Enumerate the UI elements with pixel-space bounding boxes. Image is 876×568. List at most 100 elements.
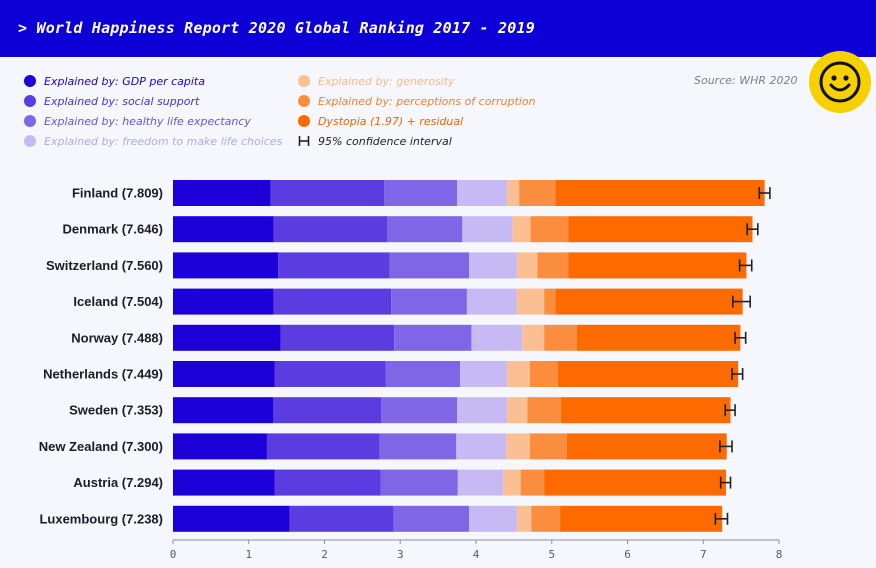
confidence-interval-icon — [298, 135, 310, 147]
bar-segment — [530, 216, 569, 243]
x-tick-label: 3 — [397, 548, 404, 561]
legend-label: Explained by: perceptions of corruption — [318, 94, 536, 108]
bar-segment — [270, 180, 385, 206]
bar-segment — [274, 361, 386, 387]
page-title: > World Happiness Report 2020 Global Ran… — [18, 19, 535, 37]
bar-segment — [506, 433, 530, 460]
bar-segment — [385, 361, 461, 387]
legend-item: Explained by: GDP per capita — [24, 73, 205, 89]
bar-segment — [380, 469, 458, 496]
bar-segment — [507, 361, 530, 387]
country-label: Luxembourg (7.238) — [39, 511, 163, 526]
bar-segment — [568, 216, 753, 243]
bar-segment — [522, 324, 545, 351]
bar-segment — [537, 252, 569, 279]
bar-segment — [516, 252, 538, 279]
bar-segment — [519, 180, 556, 206]
country-label: Iceland (7.504) — [73, 294, 163, 309]
bar-segment — [460, 361, 508, 387]
country-label: Austria (7.294) — [73, 475, 163, 490]
bar-segment — [471, 324, 523, 351]
bar-segment — [555, 288, 743, 315]
legend-label: Dystopia (1.97) + residual — [318, 114, 464, 128]
bar-segment — [173, 505, 290, 532]
bar-segment — [544, 288, 556, 315]
smiley-mouth — [829, 83, 851, 92]
legend-label: Explained by: generosity — [318, 74, 455, 88]
bar-segment — [173, 397, 273, 424]
bar-segment — [557, 361, 739, 387]
chart-legend: Explained by: GDP per capita Explained by… — [0, 0, 876, 160]
legend-label: 95% confidence interval — [318, 134, 452, 148]
legend-item: Explained by: healthy life expectancy — [24, 113, 251, 129]
bar-segment — [462, 216, 513, 243]
legend-swatch — [24, 95, 36, 107]
bar-segment — [466, 288, 517, 315]
bar-segment — [456, 433, 507, 460]
bar-segment — [560, 397, 731, 424]
bar-segment — [531, 505, 561, 532]
bar-segment — [278, 252, 390, 279]
source-note: Source: WHR 2020 — [694, 74, 798, 87]
bar-segment — [173, 469, 275, 496]
bar-segment — [173, 433, 267, 460]
bar-segment — [266, 433, 380, 460]
x-tick-label: 2 — [321, 548, 328, 561]
bar-segment — [576, 324, 741, 351]
legend-item: 95% confidence interval — [298, 133, 452, 149]
bar-segment — [560, 505, 723, 532]
x-tick-label: 5 — [548, 548, 555, 561]
bar-segment — [566, 433, 727, 460]
legend-swatch — [298, 95, 310, 107]
legend-label: Explained by: healthy life expectancy — [44, 114, 251, 128]
legend-swatch — [24, 75, 36, 87]
bar-segment — [507, 180, 520, 206]
legend-item: Explained by: freedom to make life choic… — [24, 133, 282, 149]
bar-segment — [529, 361, 558, 387]
x-tick-label: 1 — [245, 548, 252, 561]
bar-segment — [173, 288, 274, 315]
bar-segment — [469, 252, 517, 279]
bar-segment — [527, 397, 561, 424]
legend-item: Explained by: social support — [24, 93, 199, 109]
bar-segment — [457, 180, 508, 206]
bar-segment — [391, 288, 467, 315]
country-label: Norway (7.488) — [71, 330, 163, 345]
bar-segment — [273, 288, 392, 315]
bar-segment — [173, 252, 279, 279]
smiley-right-eye — [843, 75, 849, 81]
bar-segment — [289, 505, 394, 532]
country-label: Denmark (7.646) — [63, 222, 163, 237]
bar-segment — [272, 397, 382, 424]
country-label: Switzerland (7.560) — [46, 258, 163, 273]
bar-segment — [173, 324, 281, 351]
x-tick-label: 7 — [700, 548, 707, 561]
bar-segment — [173, 180, 271, 206]
legend-swatch — [24, 115, 36, 127]
bar-segment — [544, 469, 726, 496]
country-label: Sweden (7.353) — [69, 403, 163, 418]
legend-item: Explained by: generosity — [298, 73, 455, 89]
bar-segment — [544, 324, 577, 351]
x-tick-label: 0 — [170, 548, 177, 561]
bar-segment — [503, 469, 521, 496]
bar-segment — [507, 397, 528, 424]
smiley-face-outline — [819, 61, 861, 103]
bar-segment — [555, 180, 765, 206]
country-label: Netherlands (7.449) — [43, 367, 163, 382]
bar-segment — [394, 324, 472, 351]
bar-segment — [274, 469, 381, 496]
legend-swatch — [298, 75, 310, 87]
bar-segment — [379, 433, 457, 460]
country-label: New Zealand (7.300) — [39, 439, 163, 454]
x-tick-label: 8 — [776, 548, 783, 561]
legend-label: Explained by: social support — [44, 94, 200, 108]
bar-segment — [384, 180, 458, 206]
bar-segment — [173, 216, 274, 243]
bar-segment — [280, 324, 395, 351]
x-tick-label: 6 — [624, 548, 631, 561]
bar-segment — [387, 216, 463, 243]
legend-label: Explained by: GDP per capita — [44, 74, 205, 88]
bar-segment — [173, 361, 275, 387]
smiley-left-eye — [831, 75, 837, 81]
